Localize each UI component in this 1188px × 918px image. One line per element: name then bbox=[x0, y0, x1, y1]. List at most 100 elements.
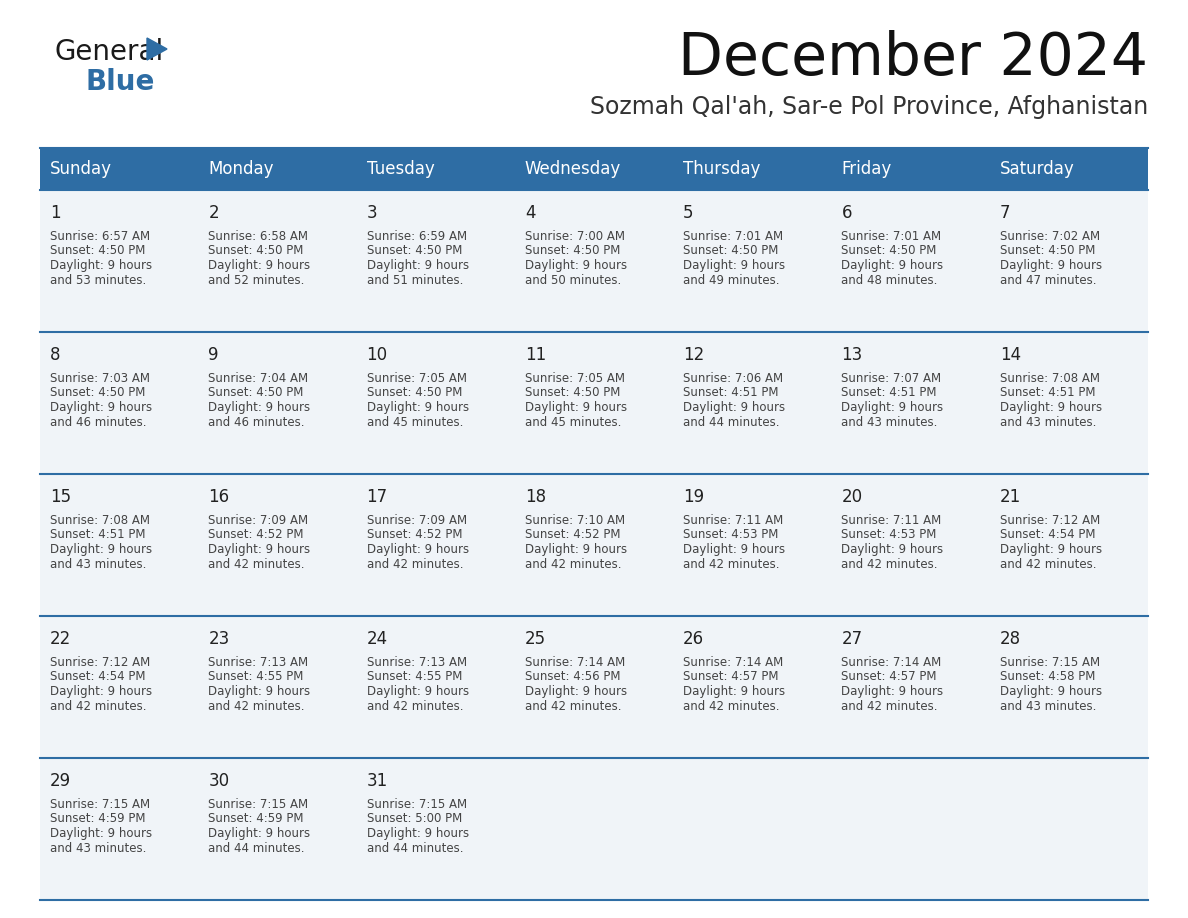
Text: 22: 22 bbox=[50, 630, 71, 648]
Text: Daylight: 9 hours: Daylight: 9 hours bbox=[525, 401, 627, 414]
Text: Sunrise: 7:15 AM: Sunrise: 7:15 AM bbox=[367, 798, 467, 811]
Text: Sunrise: 7:15 AM: Sunrise: 7:15 AM bbox=[208, 798, 309, 811]
Text: Daylight: 9 hours: Daylight: 9 hours bbox=[367, 543, 469, 556]
Bar bbox=[40, 190, 198, 332]
Text: 6: 6 bbox=[841, 204, 852, 222]
Bar bbox=[514, 190, 674, 332]
Text: Daylight: 9 hours: Daylight: 9 hours bbox=[208, 543, 310, 556]
Text: Daylight: 9 hours: Daylight: 9 hours bbox=[50, 827, 152, 840]
Text: and 42 minutes.: and 42 minutes. bbox=[367, 700, 463, 712]
Text: and 43 minutes.: and 43 minutes. bbox=[50, 842, 146, 855]
Text: Sunrise: 7:00 AM: Sunrise: 7:00 AM bbox=[525, 230, 625, 243]
Text: 5: 5 bbox=[683, 204, 694, 222]
Text: Sunrise: 7:02 AM: Sunrise: 7:02 AM bbox=[1000, 230, 1100, 243]
Text: Sunrise: 6:58 AM: Sunrise: 6:58 AM bbox=[208, 230, 308, 243]
Text: Daylight: 9 hours: Daylight: 9 hours bbox=[1000, 401, 1101, 414]
Text: 3: 3 bbox=[367, 204, 378, 222]
Text: Sunrise: 7:09 AM: Sunrise: 7:09 AM bbox=[367, 514, 467, 527]
Text: Sunset: 4:50 PM: Sunset: 4:50 PM bbox=[50, 244, 145, 258]
Text: and 49 minutes.: and 49 minutes. bbox=[683, 274, 779, 286]
Text: Sunrise: 7:12 AM: Sunrise: 7:12 AM bbox=[50, 656, 150, 669]
Polygon shape bbox=[147, 38, 168, 60]
Text: Sunrise: 7:04 AM: Sunrise: 7:04 AM bbox=[208, 372, 309, 385]
Bar bbox=[198, 332, 356, 474]
Text: Daylight: 9 hours: Daylight: 9 hours bbox=[367, 685, 469, 698]
Text: Sunset: 4:50 PM: Sunset: 4:50 PM bbox=[525, 386, 620, 399]
Text: Sunrise: 7:14 AM: Sunrise: 7:14 AM bbox=[525, 656, 625, 669]
Bar bbox=[990, 332, 1148, 474]
Text: Sunset: 4:51 PM: Sunset: 4:51 PM bbox=[1000, 386, 1095, 399]
Bar bbox=[356, 758, 514, 900]
Text: and 42 minutes.: and 42 minutes. bbox=[525, 557, 621, 570]
Text: Daylight: 9 hours: Daylight: 9 hours bbox=[50, 401, 152, 414]
Bar bbox=[990, 474, 1148, 616]
Text: and 42 minutes.: and 42 minutes. bbox=[1000, 557, 1097, 570]
Text: General: General bbox=[55, 38, 164, 66]
Text: 31: 31 bbox=[367, 772, 387, 790]
Text: and 45 minutes.: and 45 minutes. bbox=[525, 416, 621, 429]
Text: Sunset: 4:59 PM: Sunset: 4:59 PM bbox=[50, 812, 145, 825]
Text: 30: 30 bbox=[208, 772, 229, 790]
Text: and 46 minutes.: and 46 minutes. bbox=[50, 416, 146, 429]
Text: Daylight: 9 hours: Daylight: 9 hours bbox=[525, 259, 627, 272]
Text: Daylight: 9 hours: Daylight: 9 hours bbox=[50, 685, 152, 698]
Text: 21: 21 bbox=[1000, 488, 1020, 506]
Text: Sunset: 4:50 PM: Sunset: 4:50 PM bbox=[1000, 244, 1095, 258]
Text: 18: 18 bbox=[525, 488, 546, 506]
Text: 28: 28 bbox=[1000, 630, 1020, 648]
Text: and 46 minutes.: and 46 minutes. bbox=[208, 416, 305, 429]
Bar bbox=[674, 148, 832, 190]
Text: and 42 minutes.: and 42 minutes. bbox=[841, 557, 939, 570]
Text: 25: 25 bbox=[525, 630, 546, 648]
Text: Sunrise: 7:12 AM: Sunrise: 7:12 AM bbox=[1000, 514, 1100, 527]
Bar bbox=[356, 474, 514, 616]
Text: Daylight: 9 hours: Daylight: 9 hours bbox=[50, 259, 152, 272]
Text: Daylight: 9 hours: Daylight: 9 hours bbox=[525, 543, 627, 556]
Text: and 53 minutes.: and 53 minutes. bbox=[50, 274, 146, 286]
Bar bbox=[198, 148, 356, 190]
Text: Sunrise: 7:13 AM: Sunrise: 7:13 AM bbox=[367, 656, 467, 669]
Bar bbox=[356, 190, 514, 332]
Bar bbox=[832, 474, 990, 616]
Text: Sunset: 4:59 PM: Sunset: 4:59 PM bbox=[208, 812, 304, 825]
Bar bbox=[990, 148, 1148, 190]
Text: Sunrise: 7:01 AM: Sunrise: 7:01 AM bbox=[683, 230, 783, 243]
Text: Sunrise: 7:07 AM: Sunrise: 7:07 AM bbox=[841, 372, 942, 385]
Bar bbox=[514, 758, 674, 900]
Text: 17: 17 bbox=[367, 488, 387, 506]
Text: Sunset: 4:51 PM: Sunset: 4:51 PM bbox=[683, 386, 778, 399]
Text: Daylight: 9 hours: Daylight: 9 hours bbox=[50, 543, 152, 556]
Text: Daylight: 9 hours: Daylight: 9 hours bbox=[367, 259, 469, 272]
Text: Sunset: 4:50 PM: Sunset: 4:50 PM bbox=[841, 244, 937, 258]
Text: 12: 12 bbox=[683, 346, 704, 364]
Text: Sunrise: 7:09 AM: Sunrise: 7:09 AM bbox=[208, 514, 309, 527]
Text: Daylight: 9 hours: Daylight: 9 hours bbox=[1000, 685, 1101, 698]
Text: 29: 29 bbox=[50, 772, 71, 790]
Bar bbox=[40, 758, 198, 900]
Text: Sunrise: 7:11 AM: Sunrise: 7:11 AM bbox=[841, 514, 942, 527]
Text: 4: 4 bbox=[525, 204, 536, 222]
Text: Friday: Friday bbox=[841, 160, 892, 178]
Text: Sunset: 4:53 PM: Sunset: 4:53 PM bbox=[683, 529, 778, 542]
Text: Sunrise: 6:57 AM: Sunrise: 6:57 AM bbox=[50, 230, 150, 243]
Text: Sunrise: 7:06 AM: Sunrise: 7:06 AM bbox=[683, 372, 783, 385]
Text: and 44 minutes.: and 44 minutes. bbox=[367, 842, 463, 855]
Text: Daylight: 9 hours: Daylight: 9 hours bbox=[1000, 259, 1101, 272]
Text: and 43 minutes.: and 43 minutes. bbox=[841, 416, 937, 429]
Text: Sunrise: 7:08 AM: Sunrise: 7:08 AM bbox=[1000, 372, 1100, 385]
Text: and 42 minutes.: and 42 minutes. bbox=[50, 700, 146, 712]
Text: 13: 13 bbox=[841, 346, 862, 364]
Text: Saturday: Saturday bbox=[1000, 160, 1074, 178]
Bar bbox=[674, 758, 832, 900]
Text: Daylight: 9 hours: Daylight: 9 hours bbox=[841, 401, 943, 414]
Text: and 52 minutes.: and 52 minutes. bbox=[208, 274, 304, 286]
Bar bbox=[832, 758, 990, 900]
Text: and 42 minutes.: and 42 minutes. bbox=[525, 700, 621, 712]
Bar bbox=[832, 616, 990, 758]
Text: 8: 8 bbox=[50, 346, 61, 364]
Text: 2: 2 bbox=[208, 204, 219, 222]
Text: Daylight: 9 hours: Daylight: 9 hours bbox=[683, 401, 785, 414]
Text: and 42 minutes.: and 42 minutes. bbox=[841, 700, 939, 712]
Text: Sunrise: 7:14 AM: Sunrise: 7:14 AM bbox=[841, 656, 942, 669]
Bar bbox=[514, 332, 674, 474]
